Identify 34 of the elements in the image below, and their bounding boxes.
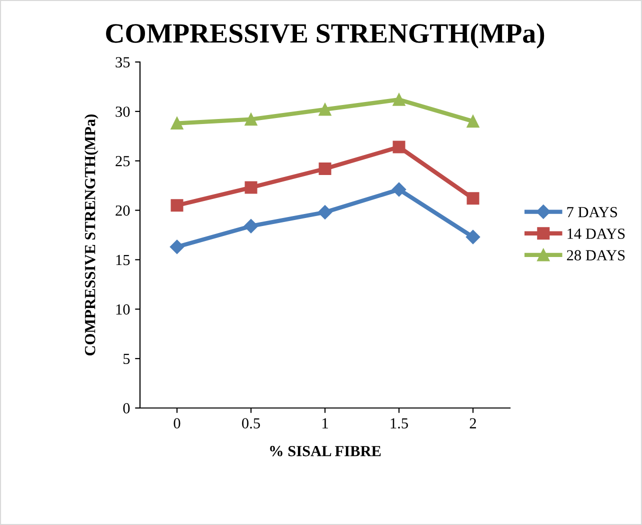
point xyxy=(244,181,258,194)
point xyxy=(466,192,480,205)
chart-title: COMPRESSIVE STRENGTH(MPa) xyxy=(106,23,544,48)
point xyxy=(170,240,184,254)
y-tick-label: 5 xyxy=(124,354,130,364)
legend-label: 28 DAYS xyxy=(566,250,625,260)
point xyxy=(244,219,258,234)
point xyxy=(392,93,406,106)
y-tick-label: 15 xyxy=(116,254,130,266)
x-tick-label: 0.5 xyxy=(242,418,260,429)
point xyxy=(244,113,258,126)
x-tick-label: 1 xyxy=(322,418,328,428)
y-tick-label: 25 xyxy=(116,156,130,166)
x-tick-label: 2 xyxy=(470,418,476,428)
y-tick-label: 35 xyxy=(116,57,130,68)
legend-label: 14 DAYS xyxy=(568,228,625,239)
y-tick-label: 0 xyxy=(123,403,130,414)
x-tick-label: 1.5 xyxy=(390,418,408,429)
point xyxy=(170,117,184,130)
y-axis-title: COMPRESSIVE STRENGTH(MPa) xyxy=(84,114,98,356)
point xyxy=(318,205,332,220)
y-tick-label: 30 xyxy=(116,106,130,117)
x-axis-title: % SISAL FIBRE xyxy=(270,446,381,456)
point xyxy=(318,103,332,116)
point xyxy=(392,182,406,197)
point xyxy=(170,199,184,212)
point xyxy=(392,140,406,154)
point xyxy=(318,162,332,176)
legend-label: 7 DAYS xyxy=(567,207,618,218)
y-tick-label: 20 xyxy=(116,205,130,216)
point xyxy=(466,230,480,244)
x-tick-label: 0 xyxy=(174,418,180,428)
y-tick-label: 10 xyxy=(116,304,130,315)
point xyxy=(466,115,480,128)
